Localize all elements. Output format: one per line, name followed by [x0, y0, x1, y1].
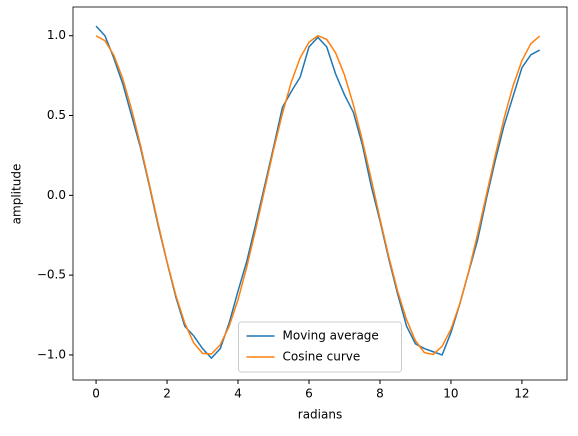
- x-axis-label: radians: [298, 408, 342, 422]
- y-tick-label: −0.5: [37, 268, 66, 282]
- legend: [238, 321, 402, 373]
- y-axis-label: amplitude: [10, 164, 24, 225]
- line: [95, 25, 541, 360]
- axes-frame: [72, 6, 568, 381]
- y-tick-label: 1.0: [47, 28, 66, 42]
- x-tick-label: 0: [92, 387, 100, 401]
- legend-label: Cosine curve: [283, 350, 361, 364]
- x-tick-label: 4: [234, 387, 242, 401]
- x-tick-label: 2: [163, 387, 171, 401]
- y-tick-label: 0.5: [47, 108, 66, 122]
- line: [95, 34, 541, 356]
- y-tick-label: −1.0: [37, 347, 66, 361]
- y-tick-label: 0.0: [47, 188, 66, 202]
- legend-label: Moving average: [283, 329, 379, 343]
- x-tick-label: 10: [443, 387, 458, 401]
- x-tick-label: 12: [514, 387, 529, 401]
- x-tick-label: 8: [376, 387, 384, 401]
- x-tick-label: 6: [305, 387, 313, 401]
